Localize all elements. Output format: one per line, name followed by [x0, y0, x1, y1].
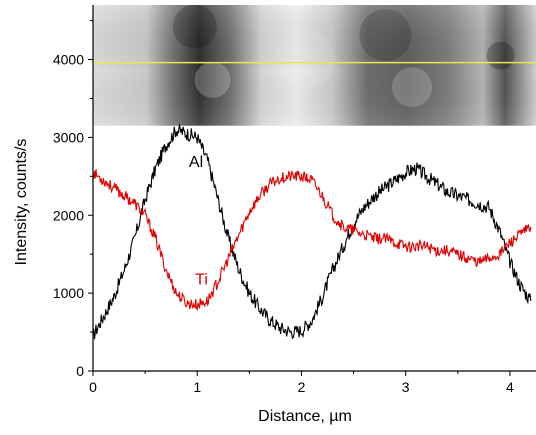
micrograph-texture [275, 29, 336, 90]
micrograph-texture [194, 61, 231, 98]
x-tick-label: 3 [402, 379, 410, 395]
y-tick-label: 4000 [53, 52, 84, 68]
x-tick-label: 1 [193, 379, 201, 395]
y-tick-label: 3000 [53, 129, 84, 145]
y-tick-label: 0 [76, 363, 84, 379]
micrograph-inset [93, 4, 536, 126]
x-tick-label: 2 [298, 379, 306, 395]
y-axis-label: Intensity, counts/s [13, 139, 30, 266]
x-tick-label: 0 [89, 379, 97, 395]
x-axis-label: Distance, µm [258, 408, 352, 425]
series-ti-line [92, 169, 532, 312]
x-tick-label: 4 [506, 379, 514, 395]
y-tick-label: 1000 [53, 285, 84, 301]
micrograph-texture [172, 4, 217, 49]
series-annotation-ti: Ti [195, 272, 208, 289]
micrograph-texture [391, 67, 432, 108]
micrograph-texture [359, 9, 412, 62]
micrograph-shading [93, 5, 536, 126]
y-tick-label: 2000 [53, 207, 84, 223]
series-annotation-al: Al [189, 154, 203, 171]
series-al-line [92, 124, 532, 340]
axes-layer: 0 1 2 3 4 0 1000 2000 3000 4000 [53, 5, 536, 395]
series-layer: Al Ti [92, 124, 532, 340]
micrograph-texture [486, 41, 515, 70]
